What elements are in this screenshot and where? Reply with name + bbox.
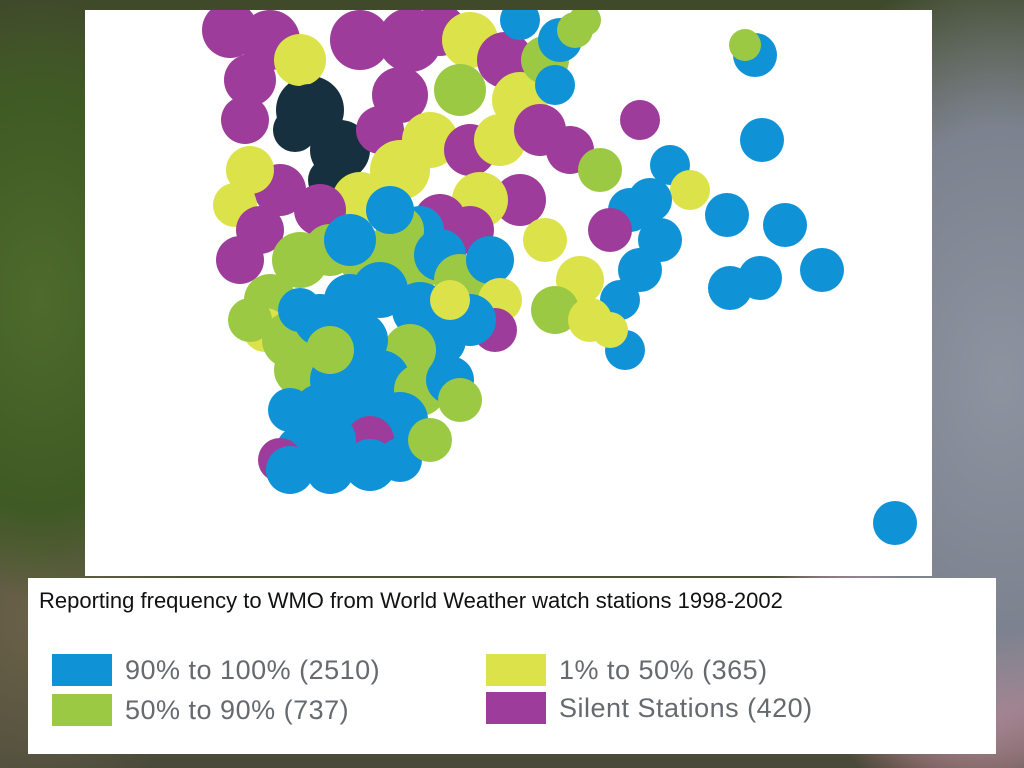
station-dark [284,84,336,136]
legend-item-high: 90% to 100% (2510) [52,653,380,687]
station-high [306,446,354,494]
legend-swatch-silent [486,692,546,724]
station-high [705,193,749,237]
station-mid [531,286,579,334]
caption-panel: Reporting frequency to WMO from World We… [28,578,996,754]
station-low [670,170,710,210]
station-mid [438,378,482,422]
station-high [763,203,807,247]
station-low [370,140,430,200]
station-mid [729,29,761,61]
station-mid [306,326,354,374]
station-high [800,248,844,292]
station-map [85,10,932,576]
station-mid [569,10,601,36]
station-high [278,288,322,332]
station-high [366,186,414,234]
legend-swatch-high [52,654,112,686]
station-silent [216,236,264,284]
station-low [430,280,470,320]
station-low [523,218,567,262]
station-mid [408,418,452,462]
station-mid [228,298,272,342]
station-silent [221,96,269,144]
legend-swatch-mid [52,694,112,726]
legend-label-mid: 50% to 90% (737) [125,694,350,725]
station-high [535,65,575,105]
map-caption: Reporting frequency to WMO from World We… [39,588,783,613]
station-high [600,280,640,320]
station-high [740,118,784,162]
station-high [618,248,662,292]
station-map-svg [202,10,917,545]
legend-label-low: 1% to 50% (365) [559,654,768,685]
legend-label-silent: Silent Stations (420) [559,692,813,723]
station-high [500,10,540,40]
station-high [324,214,376,266]
station-silent [494,174,546,226]
station-silent [224,54,276,106]
legend-swatch-low [486,654,546,686]
legend-item-low: 1% to 50% (365) [486,653,768,687]
station-low [474,114,526,166]
legend-label-high: 90% to 100% (2510) [125,654,381,685]
station-high [708,266,752,310]
station-silent [588,208,632,252]
station-high [268,388,312,432]
station-mid [578,148,622,192]
station-silent [330,10,390,70]
station-high [466,236,514,284]
station-dark [313,128,357,172]
station-high [873,501,917,545]
station-low [226,146,274,194]
station-high [266,446,314,494]
legend-item-silent: Silent Stations (420) [486,691,813,725]
station-low [592,312,628,348]
legend-item-mid: 50% to 90% (737) [52,693,349,727]
station-mid [434,64,486,116]
station-silent [620,100,660,140]
station-low [274,34,326,86]
